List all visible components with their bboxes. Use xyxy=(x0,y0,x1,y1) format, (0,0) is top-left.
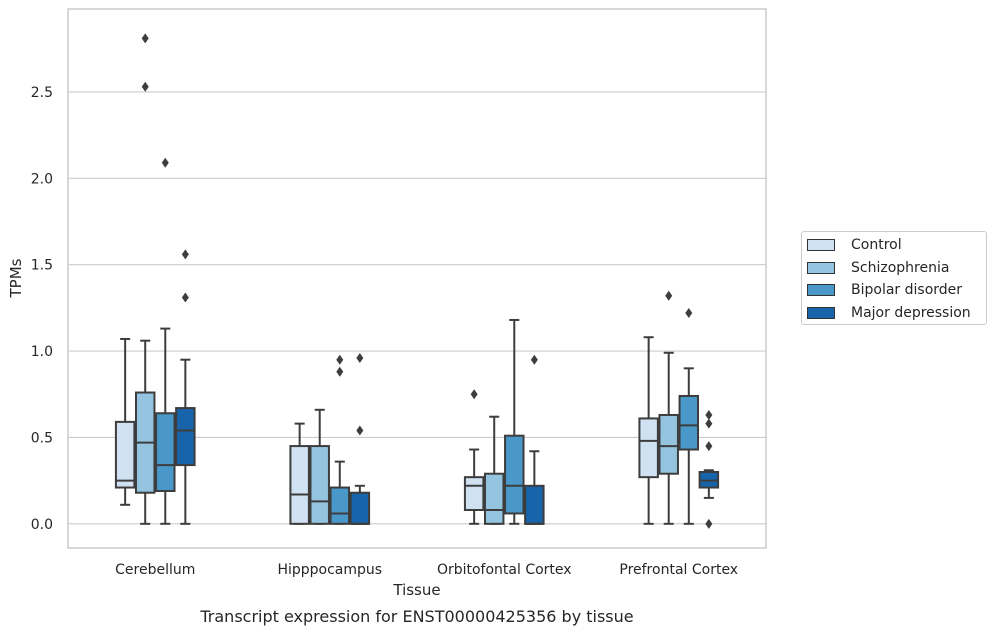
box-group xyxy=(658,290,679,525)
box-iqr xyxy=(155,412,176,492)
box-iqr xyxy=(678,394,700,451)
box-iqr xyxy=(289,445,310,525)
legend-item: Schizophrenia xyxy=(807,258,949,278)
box-iqr xyxy=(658,413,679,475)
y-tick-label: 1.0 xyxy=(31,344,53,360)
outlier-point xyxy=(336,366,344,377)
box-iqr xyxy=(175,407,196,467)
box-group xyxy=(134,33,156,525)
box-group xyxy=(329,354,351,525)
outlier-point xyxy=(141,33,149,44)
x-tick-label: Prefrontal Cortex xyxy=(619,562,738,578)
outlier-point xyxy=(705,518,713,529)
y-tick-label: 0.0 xyxy=(31,517,53,533)
box-group xyxy=(155,157,176,525)
box-group xyxy=(504,318,525,525)
box-group xyxy=(175,249,196,525)
box-group xyxy=(524,354,545,525)
legend-item: Bipolar disorder xyxy=(807,280,962,300)
box-group xyxy=(483,415,505,525)
box-group xyxy=(289,422,310,525)
legend-swatch xyxy=(807,261,835,274)
legend-swatch xyxy=(807,306,835,319)
legend-swatch xyxy=(807,284,835,296)
outlier-point xyxy=(141,81,149,92)
x-tick-label: Orbitofontal Cortex xyxy=(437,562,572,578)
box-group xyxy=(463,389,485,525)
box-iqr xyxy=(483,472,505,525)
plot-area xyxy=(114,33,720,529)
box-iqr xyxy=(524,484,545,525)
box-iqr xyxy=(329,486,351,525)
outlier-point xyxy=(336,354,344,365)
outlier-point xyxy=(705,409,713,420)
legend-item: Control xyxy=(807,235,902,255)
legend-item: Major depression xyxy=(807,303,971,323)
legend-swatch xyxy=(807,239,835,251)
outlier-point xyxy=(530,354,538,365)
box-group xyxy=(114,337,136,506)
outlier-point xyxy=(356,425,364,436)
box-iqr xyxy=(638,417,659,479)
x-axis-label: Tissue xyxy=(392,581,440,599)
legend-label: Control xyxy=(851,237,902,253)
y-axis-ticks: 0.0 0.5 1.0 1.5 2.0 2.5 xyxy=(31,85,53,533)
outlier-point xyxy=(705,441,713,452)
outlier-point xyxy=(470,389,478,400)
outlier-point xyxy=(181,292,189,303)
chart-caption: Transcript expression for ENST0000042535… xyxy=(199,607,633,626)
box-group xyxy=(698,409,720,529)
box-iqr xyxy=(309,445,330,525)
box-group xyxy=(638,336,659,525)
x-axis-ticks: Cerebellum Hipppocampus Orbitofontal Corte… xyxy=(115,562,738,578)
outlier-point xyxy=(181,249,189,260)
y-tick-label: 1.5 xyxy=(31,258,53,274)
y-tick-label: 2.0 xyxy=(31,171,53,187)
outlier-point xyxy=(705,418,713,429)
box-iqr xyxy=(463,476,485,511)
outlier-point xyxy=(161,157,169,168)
box-group xyxy=(349,352,371,525)
box-iqr xyxy=(114,420,136,489)
legend-label: Major depression xyxy=(851,304,971,321)
box-iqr xyxy=(349,491,371,525)
box-group xyxy=(678,308,700,525)
box-iqr xyxy=(504,434,525,515)
chart-legend: Control Schizophrenia Bipolar disorder Majo… xyxy=(801,231,987,325)
y-tick-label: 0.5 xyxy=(31,430,53,446)
y-axis-label: TPMs xyxy=(7,258,25,298)
box-group xyxy=(309,408,330,525)
outlier-point xyxy=(665,290,673,301)
x-tick-label: Hipppocampus xyxy=(277,562,382,578)
y-tick-label: 2.5 xyxy=(31,85,53,101)
outlier-point xyxy=(356,352,364,363)
outlier-point xyxy=(685,308,693,319)
legend-label: Bipolar disorder xyxy=(851,282,963,298)
plot-frame xyxy=(67,8,767,549)
x-tick-label: Cerebellum xyxy=(115,562,195,578)
legend-label: Schizophrenia xyxy=(851,259,950,276)
